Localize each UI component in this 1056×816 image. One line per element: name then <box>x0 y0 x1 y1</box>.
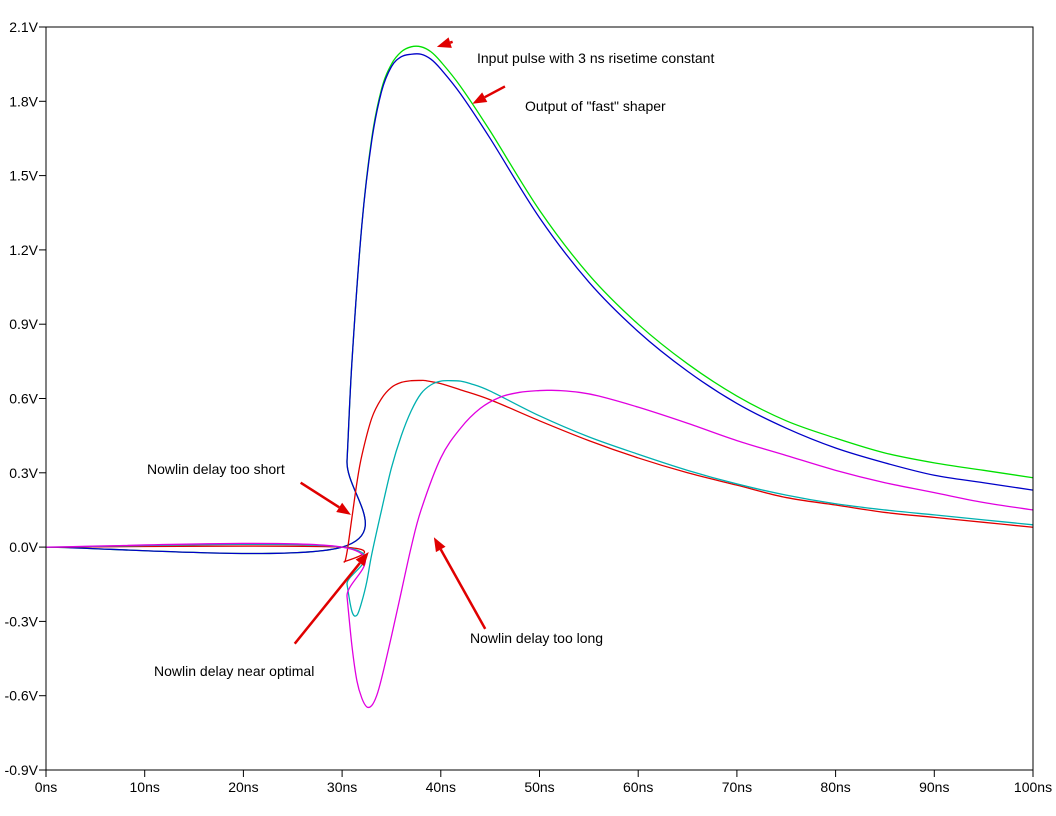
annotation-label-input-pulse: Input pulse with 3 ns risetime constant <box>477 50 714 66</box>
y-tick-label: 0.9V <box>9 316 38 332</box>
x-tick-label: 20ns <box>228 779 258 795</box>
annotation-arrowhead-delay-near-optimal <box>355 552 369 567</box>
annotation-arrow-fast-shaper <box>484 85 506 99</box>
annotation-arrow-delay-too-short <box>299 481 340 509</box>
y-tick-label: 0.0V <box>9 539 38 555</box>
annotation-label-delay-too-long: Nowlin delay too long <box>470 630 603 646</box>
x-tick-label: 0ns <box>35 779 58 795</box>
x-tick-label: 10ns <box>130 779 160 795</box>
y-tick-label: 1.2V <box>9 242 38 258</box>
y-tick-label: 2.1V <box>9 19 38 35</box>
series-line-2 <box>45 379 1034 563</box>
axis-ticks: 2.1V 1.8V 1.5V 1.2V 0.9V 0.6V 0.3V 0.0V -0.3V -0.… <box>5 19 1053 795</box>
annotation-arrow-delay-too-long <box>439 548 487 630</box>
plot-frame <box>45 26 1034 771</box>
series-line-3 <box>45 379 1034 617</box>
annotation-arrowhead-fast-shaper <box>472 92 488 104</box>
annotation-arrowhead-delay-too-short <box>336 502 351 515</box>
annotation-label-fast-shaper: Output of "fast" shaper <box>525 98 666 114</box>
y-tick-label: 1.8V <box>9 93 38 109</box>
y-tick-label: 0.6V <box>9 391 38 407</box>
x-tick-label: 90ns <box>919 779 949 795</box>
x-tick-label: 70ns <box>722 779 752 795</box>
x-tick-label: 100ns <box>1014 779 1052 795</box>
series-line-4 <box>45 389 1034 709</box>
y-tick-label: -0.3V <box>5 613 39 629</box>
annotation-arrow-input-pulse <box>449 40 454 44</box>
y-tick-label: 0.3V <box>9 465 38 481</box>
annotation-label-delay-too-short: Nowlin delay too short <box>147 461 285 477</box>
series-line-0 <box>45 45 1034 555</box>
x-tick-label: 30ns <box>327 779 357 795</box>
x-tick-label: 80ns <box>820 779 850 795</box>
annotation-arrowhead-delay-too-long <box>433 537 446 553</box>
series-layer <box>45 45 1034 709</box>
annotation-arrowhead-input-pulse <box>436 37 452 48</box>
x-tick-label: 60ns <box>623 779 653 795</box>
y-tick-label: 1.5V <box>9 168 38 184</box>
annotations: Input pulse with 3 ns risetime constant O… <box>147 37 714 679</box>
x-tick-label: 40ns <box>426 779 456 795</box>
annotation-arrow-delay-near-optimal <box>293 562 361 645</box>
x-tick-label: 50ns <box>524 779 554 795</box>
annotation-label-delay-near-optimal: Nowlin delay near optimal <box>154 663 314 679</box>
y-tick-label: -0.6V <box>5 688 39 704</box>
plot-frame-rect <box>45 26 1034 771</box>
y-tick-label: -0.9V <box>5 762 39 778</box>
series-line-1 <box>45 53 1034 555</box>
